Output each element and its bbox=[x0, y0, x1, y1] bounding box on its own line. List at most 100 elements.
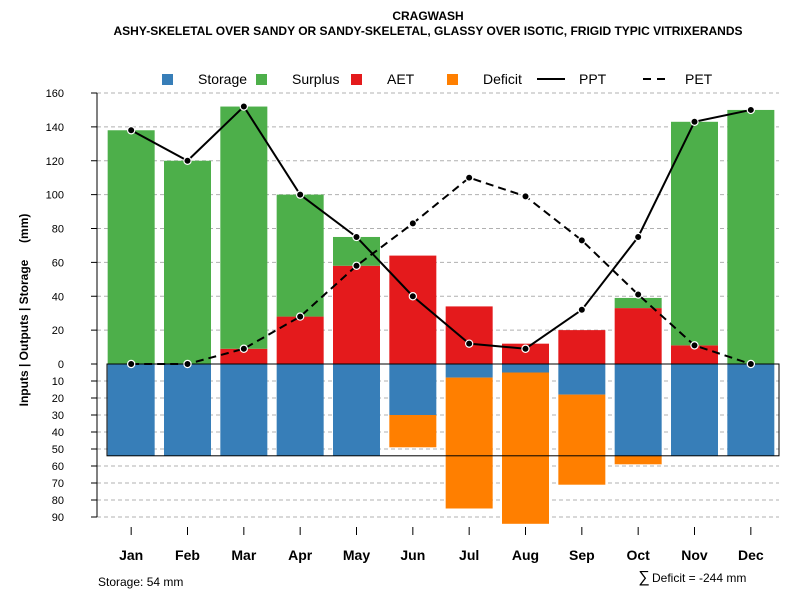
pet-point-jan bbox=[126, 359, 136, 369]
aet-bar-jul bbox=[445, 306, 493, 364]
ppt-point-may bbox=[352, 232, 361, 242]
x-tick-label-may: May bbox=[343, 547, 370, 563]
y-tick-label-upper-40: 40 bbox=[52, 291, 64, 303]
y-axis-label: Inputs | Outputs | Storage (mm) bbox=[17, 214, 31, 407]
surplus-bar-jan bbox=[107, 130, 155, 364]
pet-point-may bbox=[352, 261, 361, 270]
y-axis: 0 20 40 60 80 100 120 140 160 10 20 30 40 50 60 70 80 90 bbox=[46, 88, 98, 524]
y-tick-label-lower-40: 40 bbox=[52, 427, 64, 439]
ppt-point-jun bbox=[408, 292, 418, 301]
y-tick-label-lower-10: 10 bbox=[52, 376, 64, 388]
surplus-bar-mar bbox=[220, 106, 268, 349]
storage-bar-mar bbox=[220, 364, 268, 456]
storage-bar-aug bbox=[502, 364, 549, 373]
ppt-point-jan bbox=[126, 126, 136, 135]
x-tick-label-jun: Jun bbox=[400, 547, 425, 563]
ppt-point-dec bbox=[746, 105, 756, 115]
legend-label-surplus: Surplus bbox=[292, 71, 339, 87]
y-tick-label-upper-100: 100 bbox=[46, 190, 64, 202]
legend-label-pet: PET bbox=[685, 71, 713, 87]
storage-bar-nov bbox=[671, 364, 718, 456]
pet-point-dec bbox=[746, 359, 756, 369]
pet-point-sep bbox=[577, 236, 587, 245]
y-tick-label-lower-30: 30 bbox=[52, 410, 64, 422]
x-tick-label-sep: Sep bbox=[569, 547, 595, 563]
x-tick-label-nov: Nov bbox=[681, 547, 708, 563]
ppt-point-feb bbox=[183, 156, 192, 165]
storage-bar-jun bbox=[389, 364, 437, 415]
pet-point-mar bbox=[239, 344, 249, 353]
pet-point-feb bbox=[183, 359, 192, 369]
ppt-point-mar bbox=[239, 102, 249, 111]
y-tick-label-upper-60: 60 bbox=[52, 257, 64, 269]
pet-line bbox=[131, 176, 752, 365]
legend-swatch-deficit bbox=[447, 74, 458, 85]
ppt-point-apr bbox=[295, 190, 305, 199]
surplus-bar-nov bbox=[671, 121, 718, 346]
legend-swatch-storage bbox=[162, 74, 173, 85]
aet-bar-apr bbox=[276, 316, 324, 364]
y-tick-label-lower-20: 20 bbox=[52, 393, 64, 405]
chart-title: CRAGWASH bbox=[392, 9, 463, 23]
surplus-bar-oct bbox=[614, 297, 662, 309]
aet-bar-mar bbox=[220, 348, 268, 364]
legend-label-aet: AET bbox=[387, 71, 415, 87]
storage-bar-jan bbox=[107, 364, 155, 456]
aet-bar-oct bbox=[614, 308, 662, 364]
legend: Storage Surplus AET Deficit PPT PET bbox=[162, 71, 713, 87]
x-tick-label-dec: Dec bbox=[738, 547, 764, 563]
y-tick-label-lower-50: 50 bbox=[52, 444, 64, 456]
storage-bar-oct bbox=[614, 364, 662, 456]
y-tick-label-lower-80: 80 bbox=[52, 495, 64, 507]
aet-bar-may bbox=[333, 265, 380, 364]
storage-bar-sep bbox=[558, 364, 606, 395]
storage-footer: Storage: 54 mm bbox=[98, 575, 183, 589]
ppt-point-sep bbox=[577, 305, 587, 314]
storage-bar-feb bbox=[164, 364, 211, 456]
x-tick-label-oct: Oct bbox=[626, 547, 650, 563]
pet-point-nov bbox=[690, 341, 699, 350]
y-tick-label-upper-0: 0 bbox=[58, 359, 64, 371]
y-tick-label-upper-120: 120 bbox=[46, 156, 64, 168]
legend-swatch-aet bbox=[351, 74, 362, 85]
deficit-bar-sep bbox=[558, 394, 606, 485]
x-tick-label-mar: Mar bbox=[231, 547, 256, 563]
x-tick-label-feb: Feb bbox=[175, 547, 200, 563]
ppt-point-oct bbox=[633, 232, 643, 242]
ppt-point-aug bbox=[521, 344, 530, 353]
pet-point-apr bbox=[295, 312, 305, 321]
chart-subtitle: ASHY-SKELETAL OVER SANDY OR SANDY-SKELET… bbox=[114, 24, 743, 38]
deficit-bar-oct bbox=[614, 455, 662, 465]
y-tick-label-lower-70: 70 bbox=[52, 478, 64, 490]
ppt-point-jul bbox=[464, 339, 474, 348]
bars bbox=[107, 106, 775, 524]
pet-point-jun bbox=[408, 219, 418, 228]
pet-point-aug bbox=[521, 192, 530, 201]
x-tick-label-jan: Jan bbox=[119, 547, 143, 563]
deficit-bar-aug bbox=[502, 372, 549, 524]
storage-capacity-box bbox=[106, 363, 780, 457]
surplus-bar-dec bbox=[727, 109, 775, 364]
aet-bar-aug bbox=[502, 343, 549, 364]
pet-point-oct bbox=[633, 290, 643, 299]
y-tick-label-upper-140: 140 bbox=[46, 122, 64, 134]
storage-bar-may bbox=[333, 364, 380, 456]
surplus-bar-feb bbox=[164, 160, 211, 364]
storage-bar-dec bbox=[727, 364, 775, 456]
legend-swatch-surplus bbox=[256, 74, 267, 85]
ppt-line bbox=[130, 104, 752, 350]
surplus-bar-apr bbox=[276, 194, 324, 317]
aet-bar-sep bbox=[558, 330, 606, 364]
y-tick-label-upper-20: 20 bbox=[52, 325, 64, 337]
surplus-bar-may bbox=[333, 236, 380, 266]
pet-point-jul bbox=[464, 173, 474, 182]
legend-label-deficit: Deficit bbox=[483, 71, 522, 87]
y-tick-label-lower-60: 60 bbox=[52, 461, 64, 473]
storage-outline bbox=[106, 363, 780, 457]
legend-label-storage: Storage bbox=[198, 71, 247, 87]
storage-bar-apr bbox=[276, 364, 324, 456]
deficit-bar-jun bbox=[389, 415, 437, 448]
x-tick-label-apr: Apr bbox=[288, 547, 313, 563]
series-lines bbox=[130, 104, 752, 365]
